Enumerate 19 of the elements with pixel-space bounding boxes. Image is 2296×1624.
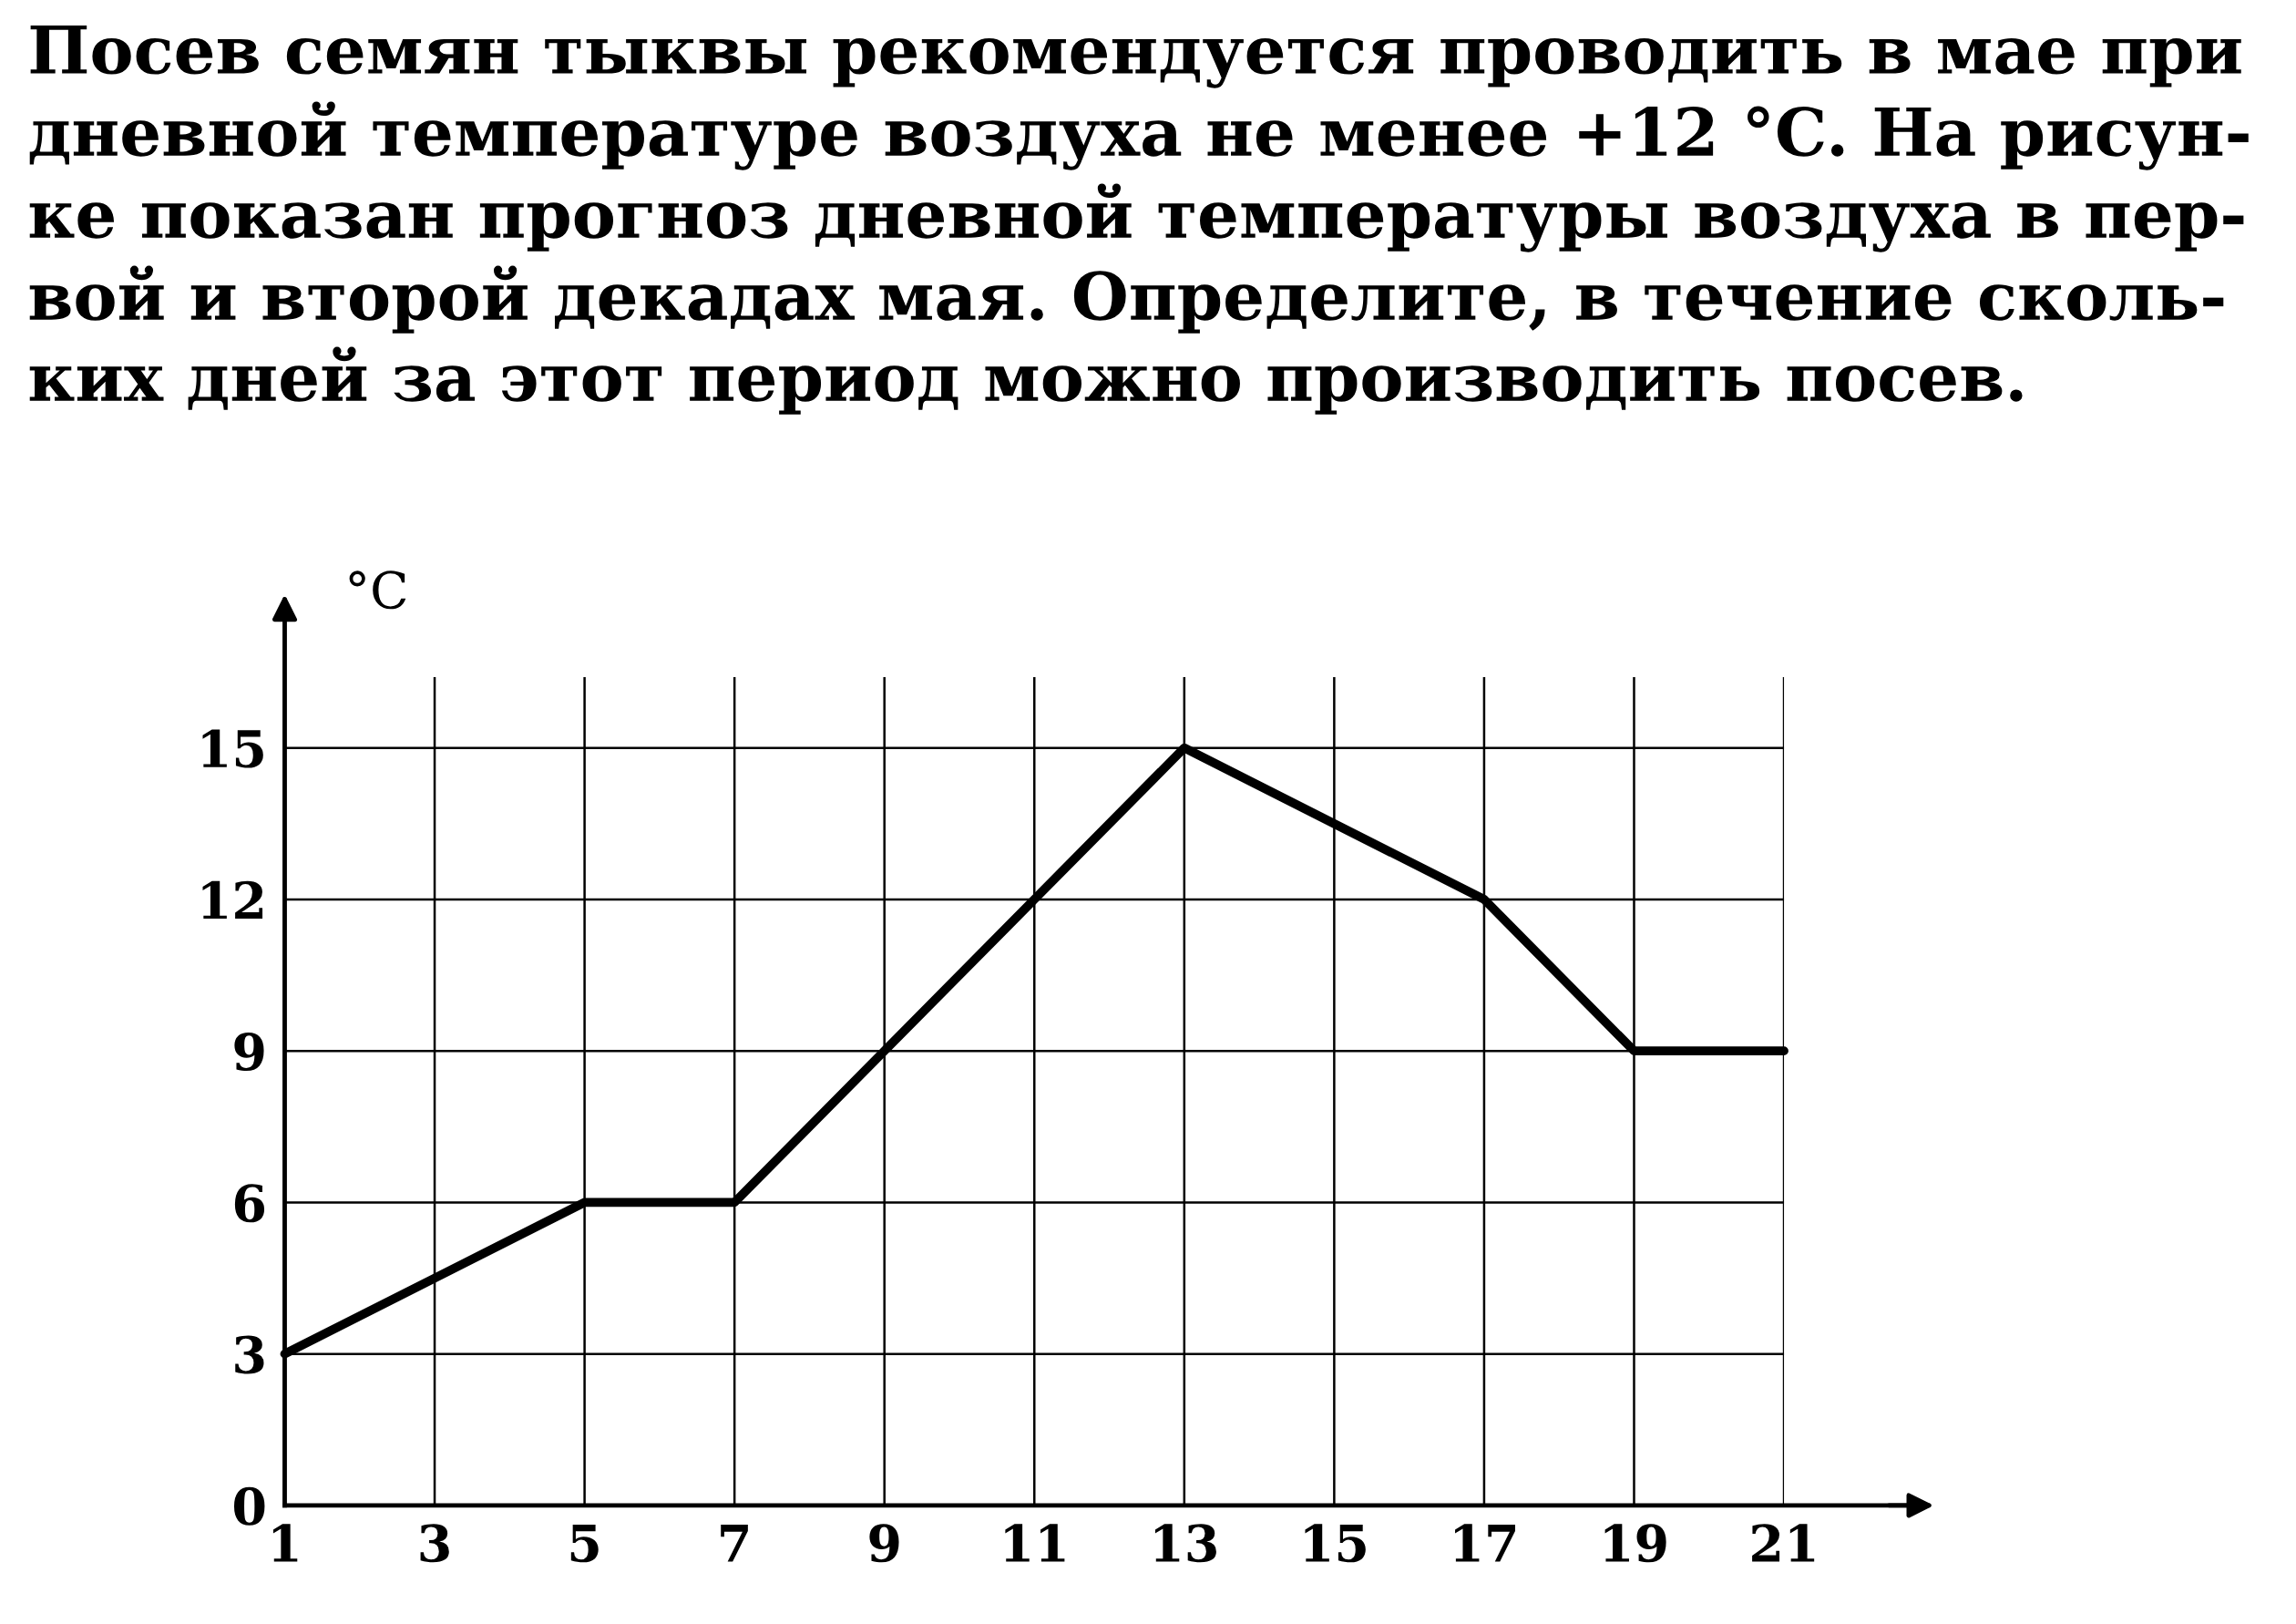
y-axis-title: °C xyxy=(349,570,406,610)
y-tick-label: 0 xyxy=(233,1486,265,1526)
x-tick-label: 3 xyxy=(420,1524,449,1563)
x-tick-label: 9 xyxy=(869,1524,899,1563)
x-tick-label: 13 xyxy=(1154,1524,1216,1563)
x-tick-label: 19 xyxy=(1604,1524,1666,1563)
x-tick-label: 17 xyxy=(1455,1524,1515,1562)
y-tick-label: 12 xyxy=(202,880,263,920)
x-tick-label: 1 xyxy=(272,1524,298,1562)
chart-title: Посев семян тыквы рекомендуется проводить в мае при дневной температуре воздуха не менее +12 °C. На рисун- ке показан прогноз дневной температуры воздуха в пер- вой и второй декадах мая. Определите, в течение сколь- ких дней за этот период можно производить посев. xyxy=(29,25,2249,415)
y-tick-label: 3 xyxy=(235,1335,264,1374)
x-tick-label: 15 xyxy=(1305,1524,1366,1563)
y-tick-label: 9 xyxy=(234,1033,264,1072)
x-tick-label: 7 xyxy=(721,1525,748,1562)
y-tick-label: 6 xyxy=(234,1184,265,1223)
x-tick-label: 11 xyxy=(1005,1524,1065,1562)
x-tick-label: 21 xyxy=(1752,1524,1815,1562)
y-tick-label: 15 xyxy=(202,729,263,768)
x-tick-label: 5 xyxy=(570,1525,599,1563)
